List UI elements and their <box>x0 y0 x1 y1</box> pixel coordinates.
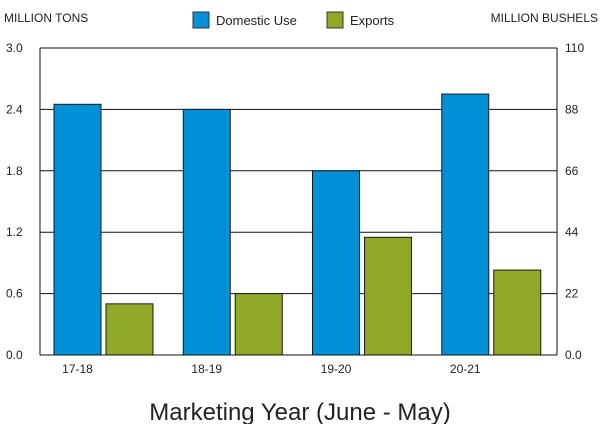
legend-label-domestic-use: Domestic Use <box>216 13 297 28</box>
y-tick-label-left: 1.2 <box>6 225 23 239</box>
legend-swatch-domestic-use <box>192 11 210 29</box>
legend-label-exports: Exports <box>350 13 395 28</box>
legend: Domestic Use Exports <box>192 11 395 29</box>
bar-domestic-use-18-19 <box>182 108 231 356</box>
y-tick-label-left: 0.6 <box>6 287 23 301</box>
y-tick-label-right: 66 <box>565 164 579 178</box>
right-axis-title: MILLION BUSHELS <box>491 11 598 25</box>
y-tick-label-right: 110 <box>565 41 584 55</box>
bar-exports-17-18 <box>105 303 154 356</box>
y-tick-label-left: 2.4 <box>6 102 23 116</box>
y-tick-label-right: 44 <box>565 225 579 239</box>
x-tick-label: 19-20 <box>321 362 352 376</box>
legend-swatch-exports <box>326 11 344 29</box>
bar-exports-20-21 <box>493 269 542 356</box>
y-tick-label-left: 3.0 <box>6 41 23 55</box>
bar-domestic-use-19-20 <box>312 170 360 356</box>
bar-exports-19-20 <box>364 236 412 356</box>
axes-layer: 0.0 0.0 0.6 22 1.2 44 1.8 66 2.4 88 3.0 110 17-18 18-… <box>6 41 584 376</box>
y-tick-label-right: 22 <box>565 287 579 301</box>
y-tick-label-left: 0.0 <box>6 348 23 362</box>
x-tick-label: 17-18 <box>62 362 93 376</box>
x-axis-title: Marketing Year (June - May) <box>149 399 450 424</box>
x-tick-label: 18-19 <box>191 362 222 376</box>
y-tick-label-right: 0.0 <box>565 348 582 362</box>
left-axis-title: MILLION TONS <box>4 11 88 25</box>
y-tick-label-left: 1.8 <box>6 164 23 178</box>
bars-layer <box>53 93 542 356</box>
bar-exports-18-19 <box>234 293 283 356</box>
bar-domestic-use-20-21 <box>441 93 490 356</box>
x-tick-label: 20-21 <box>450 362 481 376</box>
y-tick-label-right: 88 <box>565 102 579 116</box>
bar-domestic-use-17-18 <box>53 103 102 356</box>
